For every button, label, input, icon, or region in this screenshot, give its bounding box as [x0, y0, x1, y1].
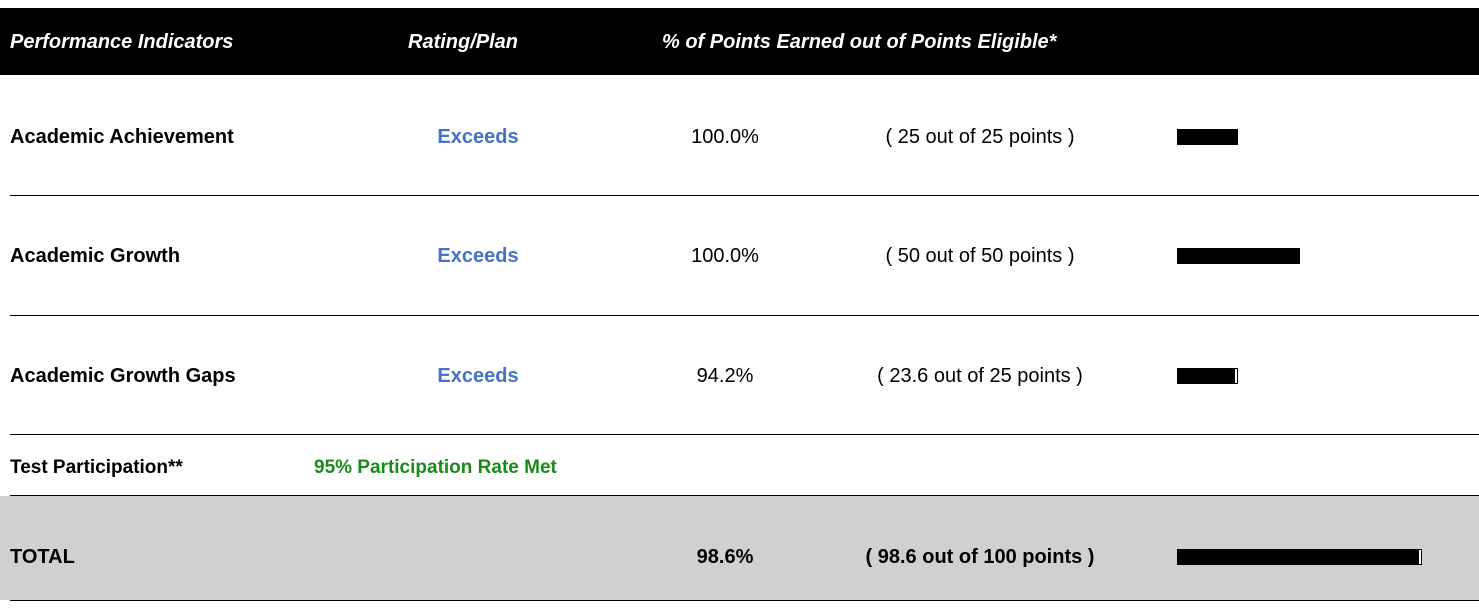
- points: ( 98.6 out of 100 points ): [865, 546, 1095, 568]
- row-rule: [10, 600, 1479, 601]
- percent: 100.0%: [691, 245, 759, 267]
- row-rule: [10, 434, 1479, 435]
- percent: 100.0%: [691, 126, 759, 148]
- rating: 95% Participation Rate Met: [314, 457, 557, 478]
- bar-fill: [1177, 549, 1419, 565]
- indicator: Test Participation**: [10, 457, 183, 478]
- bar-fill: [1177, 368, 1235, 384]
- percent: 94.2%: [696, 365, 754, 387]
- bar-fill: [1177, 248, 1300, 264]
- total-band: [0, 496, 1479, 600]
- row-rule: [10, 315, 1479, 316]
- indicator: Academic Growth Gaps: [10, 365, 236, 387]
- header-band: [0, 8, 1479, 75]
- points: ( 50 out of 50 points ): [885, 245, 1075, 267]
- row-rule: [10, 195, 1479, 196]
- points: ( 25 out of 25 points ): [885, 126, 1075, 148]
- rating: Exceeds: [437, 126, 519, 148]
- bar-fill: [1177, 129, 1239, 145]
- indicator: TOTAL: [10, 546, 75, 568]
- rating: Exceeds: [437, 365, 519, 387]
- row-rule: [10, 495, 1479, 496]
- rating: Exceeds: [437, 245, 519, 267]
- column-header: % of Points Earned out of Points Eligibl…: [662, 31, 1057, 53]
- indicator: Academic Achievement: [10, 126, 234, 148]
- indicator: Academic Growth: [10, 245, 181, 267]
- points: ( 23.6 out of 25 points ): [877, 365, 1083, 387]
- column-header: Performance Indicators: [10, 31, 234, 53]
- percent: 98.6%: [696, 546, 754, 568]
- column-header: Rating/Plan: [408, 31, 519, 53]
